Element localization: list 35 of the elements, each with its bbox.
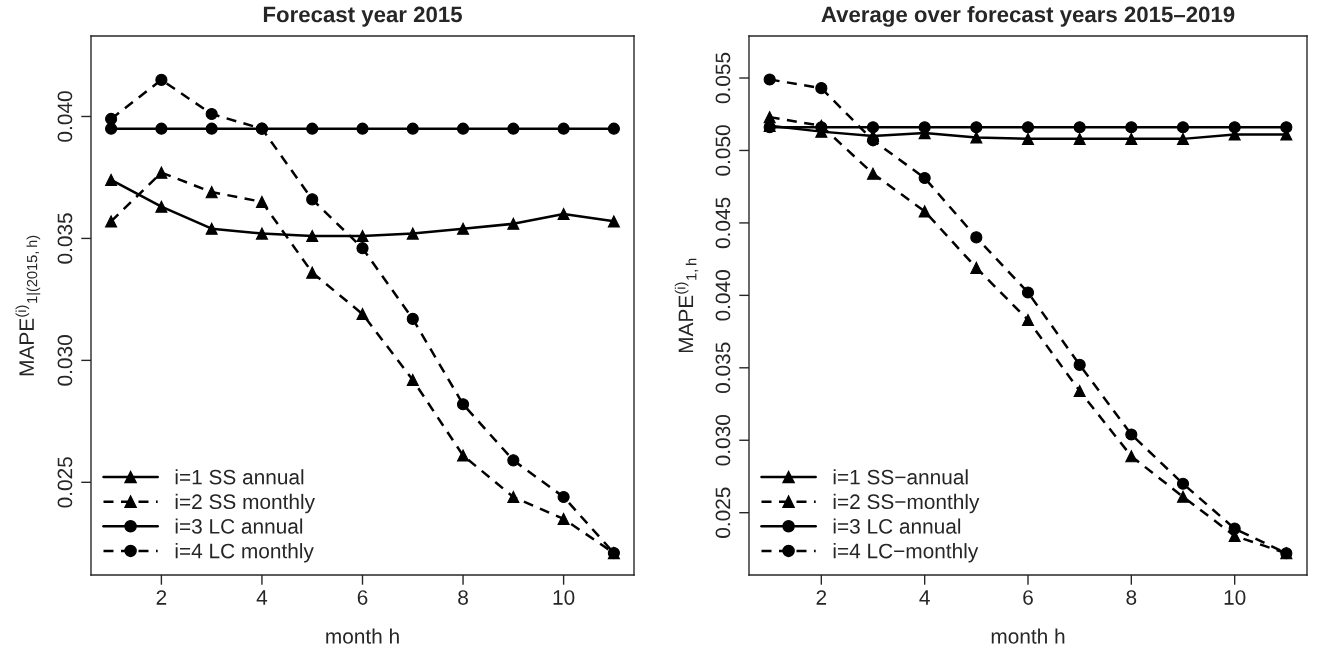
- x-tick-label: 4: [919, 590, 930, 605]
- legend-label: i=4 LC−monthly: [833, 543, 979, 563]
- y-tick-label: 0.030: [57, 335, 73, 386]
- y-tick-label: 0.055: [715, 52, 731, 104]
- x-axis-title: month h: [326, 628, 399, 644]
- chart-title: Average over forecast years 2015–2019: [821, 6, 1235, 27]
- y-tick-label: 0.035: [57, 213, 73, 264]
- y-tick-label: 0.045: [715, 197, 731, 249]
- y-tick-label: 0.025: [715, 487, 731, 538]
- y-axis-title: MAPE$^{(i)}$$_{1,h}$: [674, 258, 699, 353]
- y-tick-label: 0.050: [715, 125, 731, 176]
- legend-label: i=2 SS−monthly: [833, 493, 980, 514]
- x-tick-label: 2: [156, 590, 167, 605]
- legend-label: i=3 LC annual: [175, 518, 303, 534]
- legend-label: i=1 SS annual: [175, 469, 304, 485]
- chart-title: Forecast year 2015: [263, 6, 462, 27]
- y-tick-label: 0.030: [715, 415, 731, 466]
- y-tick-label: 0.040: [715, 270, 731, 321]
- x-tick-label: 6: [1023, 590, 1033, 605]
- x-tick-label: 8: [1126, 590, 1137, 605]
- x-axis-title: month h: [991, 628, 1065, 644]
- x-tick-label: 4: [256, 590, 268, 605]
- legend-label: i=4 LC monthly: [175, 543, 314, 563]
- x-tick-label: 2: [816, 590, 827, 605]
- legend-label: i=3 LC annual: [833, 518, 961, 534]
- legend-label: i=2 SS monthly: [175, 493, 315, 514]
- y-axis-title: MAPE$^{(i)}$$_{1|(2015,h)}$: [15, 235, 41, 376]
- y-tick-label: 0.035: [715, 342, 731, 394]
- x-tick-label: 10: [553, 590, 575, 605]
- x-tick-label: 10: [1224, 590, 1246, 605]
- x-tick-label: 6: [357, 590, 368, 605]
- y-tick-label: 0.040: [57, 91, 73, 142]
- x-tick-label: 8: [458, 590, 468, 605]
- legend-label: i=1 SS−annual: [833, 469, 968, 485]
- y-tick-label: 0.025: [57, 457, 73, 508]
